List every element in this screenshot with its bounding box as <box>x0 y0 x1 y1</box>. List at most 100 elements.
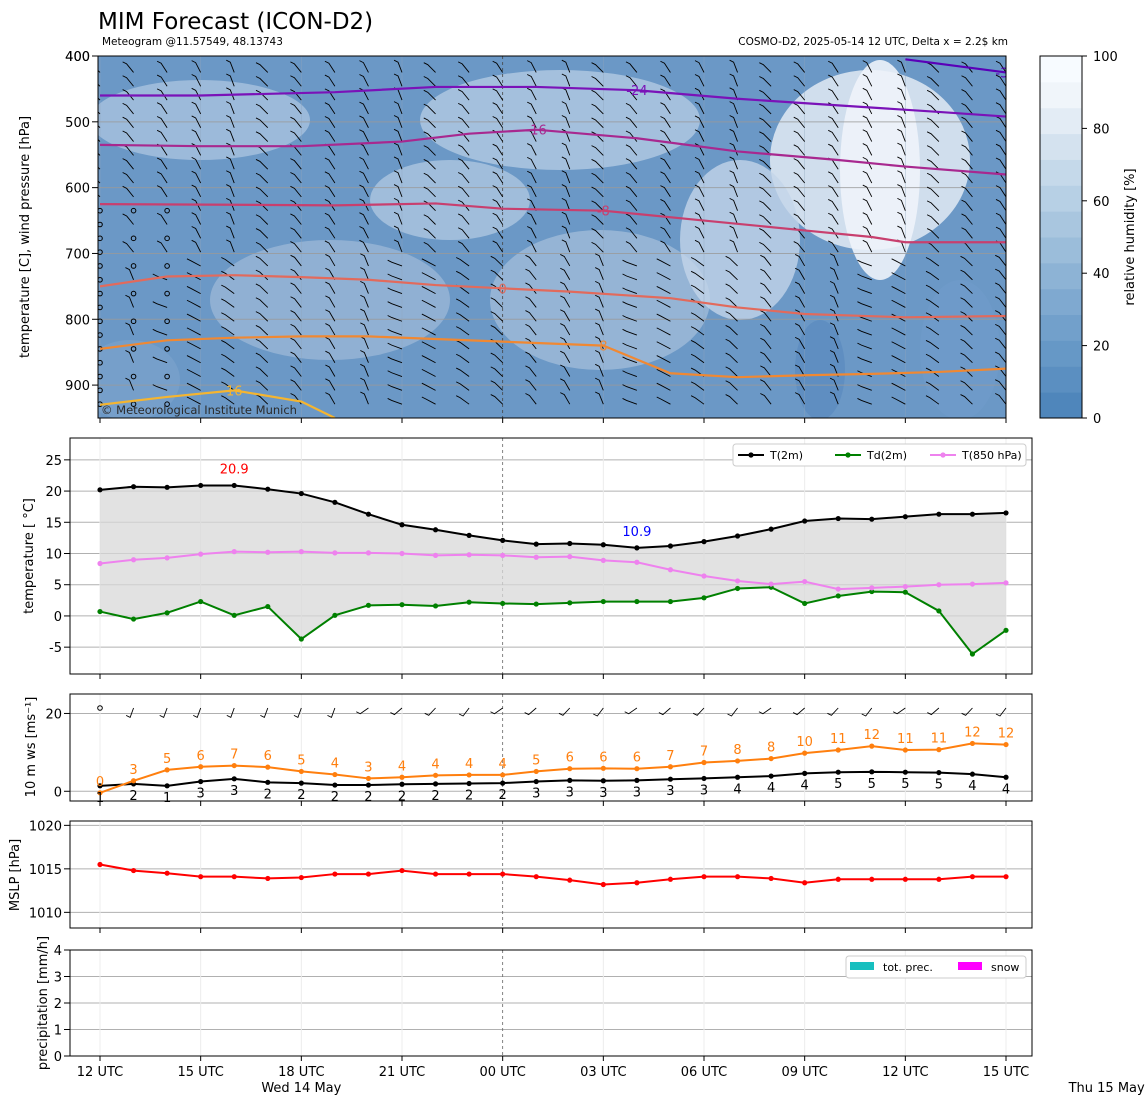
gust-label: 8 <box>733 743 741 758</box>
mslp-point <box>399 867 405 874</box>
wind-barb <box>290 351 302 363</box>
wind-barb <box>122 172 134 184</box>
gust-label: 4 <box>331 757 339 772</box>
wind-barb <box>156 116 168 128</box>
wind-barb <box>423 117 436 129</box>
wind-barb <box>290 61 302 73</box>
wind-barb <box>925 395 940 405</box>
colorbar-tick-label: 20 <box>1093 340 1110 355</box>
wind-barb <box>255 117 269 129</box>
wind-barb <box>360 363 369 377</box>
wind-barb <box>191 115 202 128</box>
wind-barb <box>421 382 436 391</box>
wind-barb <box>926 228 940 239</box>
wind-barb <box>255 76 269 87</box>
x-tick-label: 06 UTC <box>681 1065 727 1080</box>
temp-series-point <box>365 550 372 556</box>
y-tick-label: 20 <box>45 485 62 500</box>
wind-barb <box>290 199 302 211</box>
temp-series-point <box>298 490 304 497</box>
y-tick-label: 3 <box>54 971 62 986</box>
surface-wind-barb <box>727 707 738 717</box>
wind-barb <box>387 370 403 377</box>
colorbar-tick-label: 80 <box>1093 122 1110 137</box>
wind-barb <box>725 380 738 391</box>
temp-series-point <box>634 545 640 551</box>
wind-barb <box>456 381 470 391</box>
wind-barb <box>423 241 436 253</box>
temp-series-point <box>936 582 942 588</box>
wind-barb <box>591 186 604 198</box>
wind-speed-label: 4 <box>968 779 976 794</box>
wind-barb <box>560 392 571 405</box>
wind-barb <box>760 351 772 363</box>
surface-wind-barb <box>226 707 235 719</box>
wind-barb <box>622 342 638 350</box>
wind-barb <box>995 60 1006 73</box>
wind-barb <box>591 76 604 87</box>
wind-barb <box>492 116 504 128</box>
wind-barb <box>560 378 571 391</box>
wind-barb <box>156 102 168 115</box>
wind-barb <box>829 350 839 363</box>
wind-barb <box>625 199 638 211</box>
wind-barb <box>561 225 571 239</box>
wind-barb <box>456 257 470 267</box>
wind-barb <box>595 322 604 336</box>
temperature-panel: -5 0 5 10 15 20 25 20.9 10.9 T(2m) Td(2m) T(850 hPa… <box>22 437 1033 675</box>
wind-barb <box>622 328 638 336</box>
surface-wind-barb <box>390 707 403 716</box>
calm-circle <box>130 235 137 242</box>
wind-barb <box>324 60 336 73</box>
wind-barb <box>221 257 235 267</box>
y-tick-label: -5 <box>49 641 62 656</box>
wind-speed-label: 5 <box>868 777 876 792</box>
wind-barb <box>961 61 973 73</box>
wind-speed-point <box>365 782 372 788</box>
wind-barb <box>423 228 436 239</box>
wind-barb <box>560 295 571 308</box>
temp-series-line <box>99 484 1007 549</box>
wind-barb <box>660 74 671 87</box>
wind-barb <box>862 198 873 211</box>
wind-barb <box>794 350 806 363</box>
wind-barb <box>527 143 537 156</box>
wind-speed-label: 2 <box>331 790 339 805</box>
wind-barb <box>387 315 403 322</box>
temp-series-point <box>466 552 472 558</box>
wind-barb <box>325 392 336 405</box>
colorbar-band <box>1040 262 1082 290</box>
wind-barb <box>926 145 940 156</box>
wind-barb <box>527 170 537 184</box>
gust-line <box>99 742 1007 794</box>
wind-speed-label: 2 <box>398 789 406 804</box>
y-tick-label: 1 <box>54 1024 62 1039</box>
wind-barb <box>595 281 604 294</box>
mslp-point <box>164 870 170 876</box>
wind-barb <box>760 282 772 294</box>
temp-series-point <box>869 588 875 595</box>
wind-barb <box>925 298 940 308</box>
temp-series-point <box>298 636 304 642</box>
wind-barb <box>457 227 470 239</box>
wind-barb <box>560 336 571 350</box>
wind-barb <box>393 59 403 73</box>
temp-series-point <box>936 608 942 614</box>
pressure-tick-label: 500 <box>65 116 90 131</box>
gust-point <box>231 762 237 769</box>
temp-series-point <box>1003 580 1009 586</box>
wind-speed-label: 2 <box>465 788 473 803</box>
wind-barb <box>897 211 906 225</box>
temp-series-point <box>365 511 372 517</box>
wind-barb <box>255 214 269 225</box>
colorbar-band <box>1040 288 1082 316</box>
wind-barb <box>226 211 235 225</box>
wind-barb <box>625 158 638 170</box>
wind-barb <box>759 172 772 184</box>
isotherm-label: -16 <box>526 124 547 139</box>
wind-barb <box>122 61 134 73</box>
wind-barb <box>122 241 134 253</box>
colorbar-band <box>1040 392 1082 419</box>
wind-barb <box>694 184 705 198</box>
wind-barb <box>862 226 873 239</box>
